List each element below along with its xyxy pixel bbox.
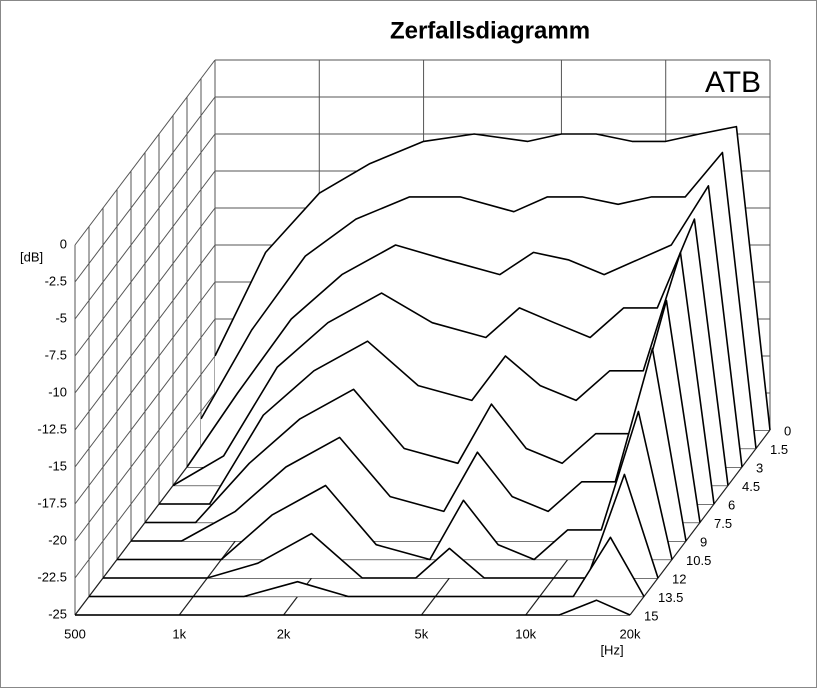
slice-line [145,299,701,524]
slice-line [103,473,659,579]
z-tick-label: 4.5 [742,479,760,494]
y-tick-label: -2.5 [45,273,67,288]
z-tick-label: 13.5 [658,590,683,605]
z-tick-label: 10.5 [686,553,711,568]
y-tick-label: -10 [48,384,67,399]
x-tick-label: 2k [277,626,291,641]
y-axis-label: [dB] [20,249,43,264]
slice-line [214,125,771,431]
slice-fill [131,348,686,541]
z-tick-label: 7.5 [714,516,732,531]
slice-fill [145,300,700,523]
x-tick-label: 5k [415,626,429,641]
slice-line [186,185,743,468]
x-tick-label: 10k [515,626,536,641]
y-tick-label: -20 [48,532,67,547]
chart-title: Zerfallsdiagramm [390,17,590,44]
y-tick-label: -17.5 [37,495,67,510]
z-tick-label: 9 [700,534,707,549]
y-tick-label: -25 [48,606,67,621]
slice-line [75,599,631,616]
z-tick-label: 0 [784,423,791,438]
y-tick-label: -22.5 [37,569,67,584]
x-tick-label: 20k [620,626,641,641]
slices [75,125,771,616]
slice-line [117,410,673,561]
z-tick-label: 12 [672,571,686,586]
slice-fill [89,537,644,597]
slice-line [89,536,645,598]
slice-line [131,347,687,542]
z-tick-label: 3 [756,460,763,475]
x-tick-label: 1k [172,626,186,641]
x-axis-label: [Hz] [600,642,623,657]
slice-fill [75,600,630,615]
y-tick-label: -15 [48,458,67,473]
z-tick-label: 6 [728,497,735,512]
y-tick-label: -12.5 [37,421,67,436]
y-tick-label: -5 [55,310,67,325]
y-tick-label: 0 [60,236,67,251]
annotation: ATB [705,66,761,99]
z-tick-label: 1.5 [770,442,788,457]
slice-line [159,251,715,505]
z-tick-label: 15 [644,608,658,623]
x-tick-label: 500 [64,626,86,641]
slice-line [172,218,729,487]
y-tick-label: -7.5 [45,347,67,362]
slice-line [200,151,757,449]
